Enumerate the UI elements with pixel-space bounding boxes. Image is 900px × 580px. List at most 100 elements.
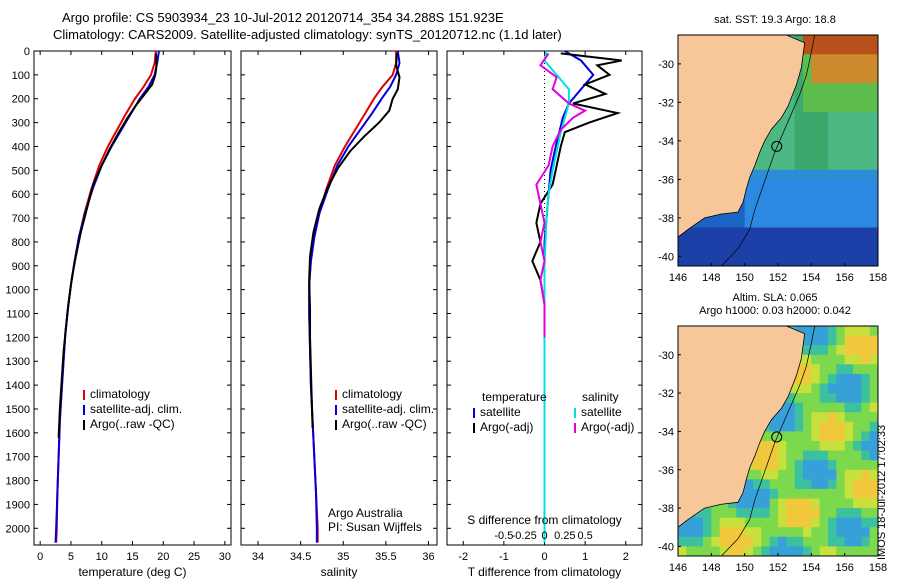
x-tick-label: 30: [219, 551, 231, 563]
y-tick-label: 1800: [6, 476, 30, 488]
map-cell: [853, 63, 862, 74]
map-cell: [811, 536, 821, 547]
map-cell: [811, 546, 821, 557]
plot-frame-salinity: [240, 50, 438, 546]
map-cell: [803, 92, 812, 103]
map-cell: [819, 460, 829, 471]
y-tick-label: -36: [658, 174, 674, 186]
map-cell: [819, 246, 829, 257]
map-cell: [836, 169, 846, 180]
map-cell: [836, 441, 846, 452]
map-cell: [853, 179, 862, 190]
legend-label: satellite: [480, 405, 521, 419]
map-cell: [778, 488, 787, 499]
map-cell: [769, 189, 779, 200]
y-tick-label: 300: [12, 118, 30, 130]
map-cell: [803, 189, 812, 200]
map-cell: [778, 469, 787, 480]
map-cell: [736, 237, 746, 248]
y-tick-label: -40: [658, 541, 674, 553]
map-cell: [794, 189, 804, 200]
map-cell: [819, 479, 829, 490]
map-cell: [853, 373, 862, 384]
chart-title-line1: Argo profile: CS 5903934_23 10-Jul-2012 …: [62, 10, 504, 25]
map-cell: [811, 345, 821, 356]
map-cell: [853, 364, 862, 375]
map-cell: [828, 345, 837, 356]
y-tick-label: -32: [658, 388, 674, 400]
map-cell: [703, 256, 712, 267]
map-cell: [836, 217, 846, 228]
map-cell: [761, 527, 771, 538]
map-cell: [728, 517, 737, 528]
map-cell: [819, 92, 829, 103]
map-cell: [869, 517, 879, 528]
map-cell: [836, 479, 846, 490]
map-cell: [794, 121, 804, 132]
legend-title: salinity: [582, 390, 619, 404]
x-tick-label: 35.5: [375, 551, 396, 563]
y-tick-label: 1300: [6, 356, 30, 368]
map-cell: [811, 160, 821, 171]
map-cell: [778, 217, 787, 228]
x-tick-label: 158: [869, 272, 887, 284]
map-cell: [786, 237, 796, 248]
map-cell: [844, 160, 854, 171]
map-cell: [844, 460, 854, 471]
map-cell: [728, 498, 737, 509]
map-cell: [769, 498, 779, 509]
x-tick-label: 36: [422, 551, 434, 563]
map-cell: [828, 508, 837, 519]
map-cell: [861, 208, 871, 219]
map-cell: [844, 35, 854, 46]
map-cell: [836, 198, 846, 209]
map-cell: [836, 421, 846, 432]
map-cell: [861, 373, 871, 384]
map-cell: [861, 508, 871, 519]
map-cell: [786, 488, 796, 499]
map-cell: [778, 121, 787, 132]
y-tick-label: 100: [12, 70, 30, 82]
map-cell: [803, 421, 812, 432]
float-marker: [771, 431, 783, 443]
map-cell: [819, 450, 829, 461]
map-cell: [803, 479, 812, 490]
map-cell: [836, 373, 846, 384]
x-tick-label: 10: [96, 551, 108, 563]
map-cell: [703, 246, 712, 257]
map-cell: [678, 527, 687, 538]
map-cell: [744, 208, 754, 219]
map-cell: [803, 441, 812, 452]
map-cell: [744, 517, 754, 528]
map-cell: [869, 546, 879, 557]
map-cell: [836, 431, 846, 442]
map-cell: [828, 431, 837, 442]
map-cell: [761, 169, 771, 180]
map-cell: [853, 121, 862, 132]
map-cell: [844, 54, 854, 65]
map-cell: [769, 479, 779, 490]
map-cell: [786, 412, 796, 423]
map-cell: [803, 326, 812, 337]
x-tick-label: 0: [541, 551, 547, 563]
x-tick-label: 34: [252, 551, 264, 563]
map-cell: [794, 364, 804, 375]
legend-label: satellite-adj. clim.: [90, 402, 182, 416]
map-cell: [761, 198, 771, 209]
map-cell: [853, 354, 862, 365]
map-cell: [844, 498, 854, 509]
y-tick-label: 500: [12, 165, 30, 177]
map-cell: [811, 498, 821, 509]
map-cell: [861, 364, 871, 375]
map-cell: [819, 189, 829, 200]
x-axis-label: T difference from climatology: [468, 565, 622, 579]
map-cell: [828, 150, 837, 161]
map-cell: [803, 345, 812, 356]
map-cell: [711, 256, 721, 267]
map-cell: [828, 160, 837, 171]
map-cell: [736, 508, 746, 519]
map-cell: [861, 421, 871, 432]
x-tick-label: 1: [582, 551, 588, 563]
map-cell: [811, 412, 821, 423]
map-cell: [728, 227, 737, 238]
